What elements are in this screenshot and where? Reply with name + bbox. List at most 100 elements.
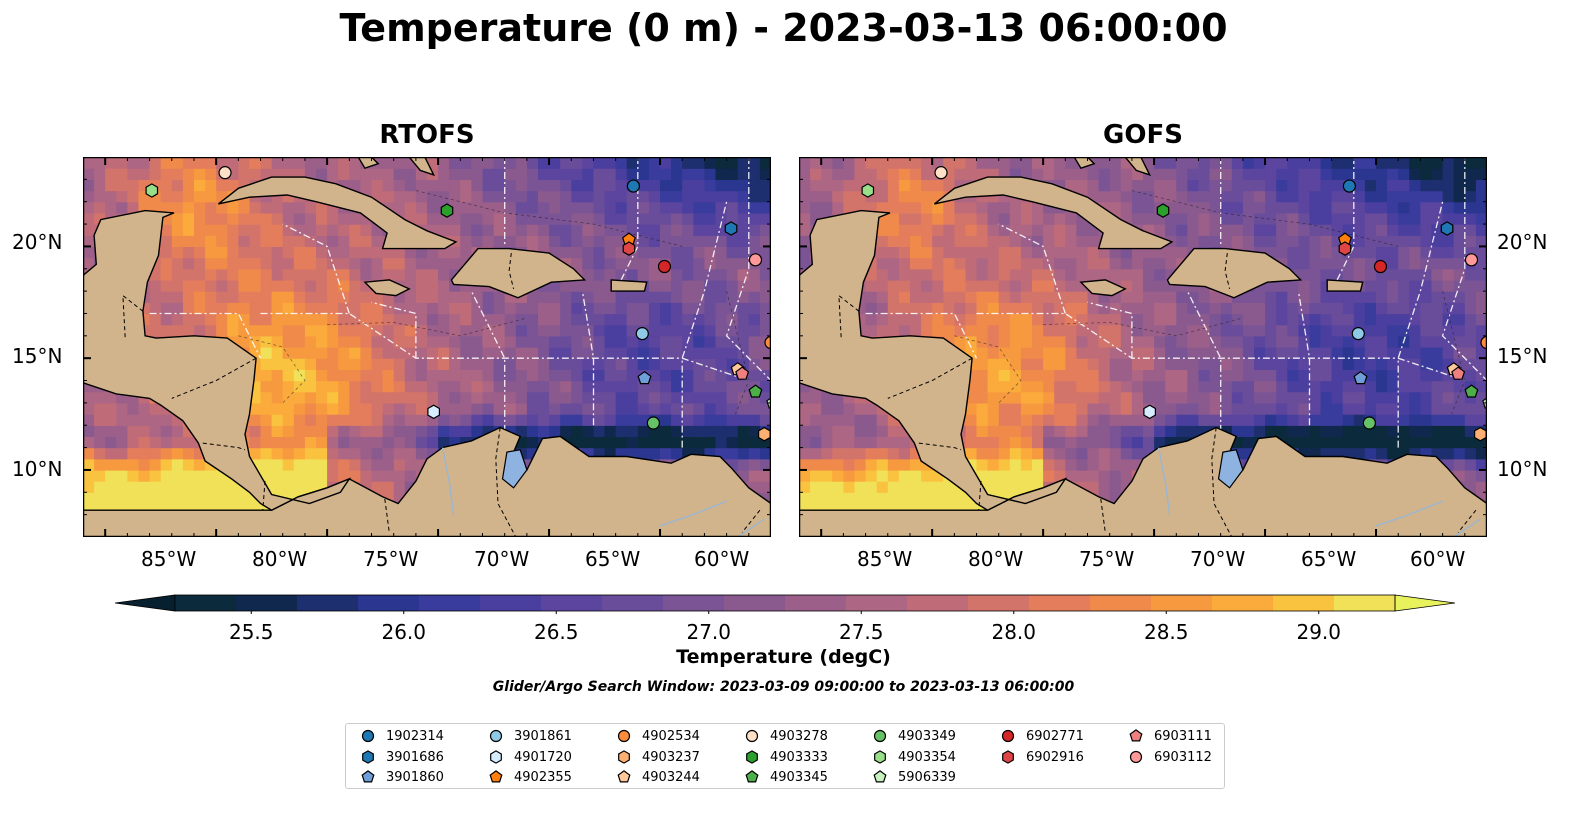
legend-marker-4903278 [745,729,759,743]
float-marker-6903111 [1451,366,1466,380]
float-marker-3901860 [1353,370,1368,385]
colorbar-segment [1212,595,1274,611]
colorbar-segment [480,595,542,611]
float-marker-6903111 [735,366,750,380]
legend-item-4903278: 4903278 [744,726,828,746]
circle-marker-icon [617,729,631,743]
legend-marker-3901860 [361,770,375,783]
pentagon-marker-icon [617,770,631,783]
legend-label: 4902355 [514,769,572,785]
y-tick-label-right-15n: 15°N [1497,344,1548,368]
colorbar-segment [1029,595,1091,611]
legend-marker-5906339 [873,770,887,783]
legend-item-5906339: 5906339 [872,767,956,787]
panel-title-rtofs: RTOFS [379,120,475,150]
circle-marker-icon [1001,729,1015,743]
colorbar-tick-label: 28.5 [1143,620,1189,644]
float-marker-4903237 [1474,426,1487,442]
x-tick-label-rtofs-80w: 80°W [252,547,308,571]
legend-item-4903345: 4903345 [744,767,828,787]
colorbar-segment [968,595,1030,611]
legend-marker-4903237 [618,750,630,764]
colorbar-segment [236,595,298,611]
panel-title-gofs: GOFS [1103,120,1183,150]
colorbar-segment [663,595,725,611]
legend-label: 6903111 [1154,728,1212,744]
axis-ticks [83,157,771,537]
legend-label: 3901686 [386,749,444,765]
colorbar-label: Temperature (degC) [676,646,891,668]
axis-ticks [799,157,1487,537]
legend-marker-4903349 [873,729,887,743]
colorbar-tick-label: 28.0 [991,620,1037,644]
country-borders [838,253,1477,537]
y-tick-label-left-10n: 10°N [12,457,63,481]
legend-marker-4903244 [617,770,631,783]
colorbar-segment [1090,595,1152,611]
pentagon-marker-icon [361,770,375,783]
circle-marker-icon [745,729,759,743]
legend-item-4902534: 4902534 [616,726,700,746]
legend-item-6903111: 6903111 [1128,726,1212,746]
hexagon-marker-icon [874,750,886,764]
float-marker-4903345 [1464,384,1479,398]
rivers [1157,447,1481,537]
legend-item-6902916: 6902916 [1000,747,1084,767]
float-marker-1902314 [626,179,641,193]
map-panel-rtofs [83,157,771,537]
legend-marker-4903354 [874,750,886,764]
float-marker-4901720 [427,404,440,420]
y-tick-label-left-15n: 15°N [12,344,63,368]
float-marker-6902916 [622,241,636,256]
legend-label: 3901860 [386,769,444,785]
hexagon-marker-icon [362,750,374,764]
y-tick-label-right-20n: 20°N [1497,230,1548,254]
float-marker-6903112 [748,253,763,267]
colorbar-tick-label: 27.0 [686,620,732,644]
land [83,157,771,537]
float-marker-3901861 [1351,326,1365,341]
legend-item-6903112: 6903112 [1128,747,1212,767]
hexagon-marker-icon [1002,750,1014,764]
float-marker-4903354 [861,183,875,198]
legend-marker-3901861 [489,729,503,743]
float-marker-6902771 [657,259,672,274]
circle-marker-icon [489,729,503,743]
colorbar-segment [541,595,603,611]
search-window-note: Glider/Argo Search Window: 2023-03-09 09… [492,679,1075,695]
x-tick-label-gofs-65w: 65°W [1301,547,1357,571]
legend-item-3901686: 3901686 [360,747,444,767]
x-tick-label-rtofs-60w: 60°W [694,547,750,571]
float-marker-3901860 [637,370,652,385]
legend-item-4902355: 4902355 [488,767,572,787]
float-marker-1902314 [1342,179,1357,193]
legend-marker-4903345 [745,770,759,783]
float-marker-4903349 [1362,416,1376,430]
colorbar-segment [1151,595,1213,611]
float-marker-4903278 [218,166,232,180]
legend-label: 4901720 [514,749,572,765]
float-marker-6902771 [1373,259,1388,274]
float-marker-4903333 [1156,203,1170,218]
legend-item-4903237: 4903237 [616,747,700,767]
float-marker-4901720 [1143,404,1156,420]
x-tick-label-gofs-70w: 70°W [1190,547,1246,571]
legend-label: 1902314 [386,728,444,744]
float-marker-3901686 [1440,221,1454,236]
colorbar-segment [846,595,908,611]
y-tick-label-left-20n: 20°N [12,230,63,254]
colorbar-segment [1273,595,1335,611]
pentagon-marker-icon [1129,729,1143,742]
legend-label: 5906339 [898,769,956,785]
main-title: Temperature (0 m) - 2023-03-13 06:00:00 [339,6,1228,50]
legend-item-3901860: 3901860 [360,767,444,787]
colorbar-segment [297,595,359,611]
float-markers [145,166,771,442]
float-marker-4902534 [1480,335,1487,350]
x-tick-label-gofs-75w: 75°W [1079,547,1135,571]
float-marker-3901686 [724,221,738,236]
x-tick-label-rtofs-65w: 65°W [585,547,641,571]
map-frame [799,157,1487,537]
legend-marker-4902534 [617,729,631,743]
circle-marker-icon [873,729,887,743]
